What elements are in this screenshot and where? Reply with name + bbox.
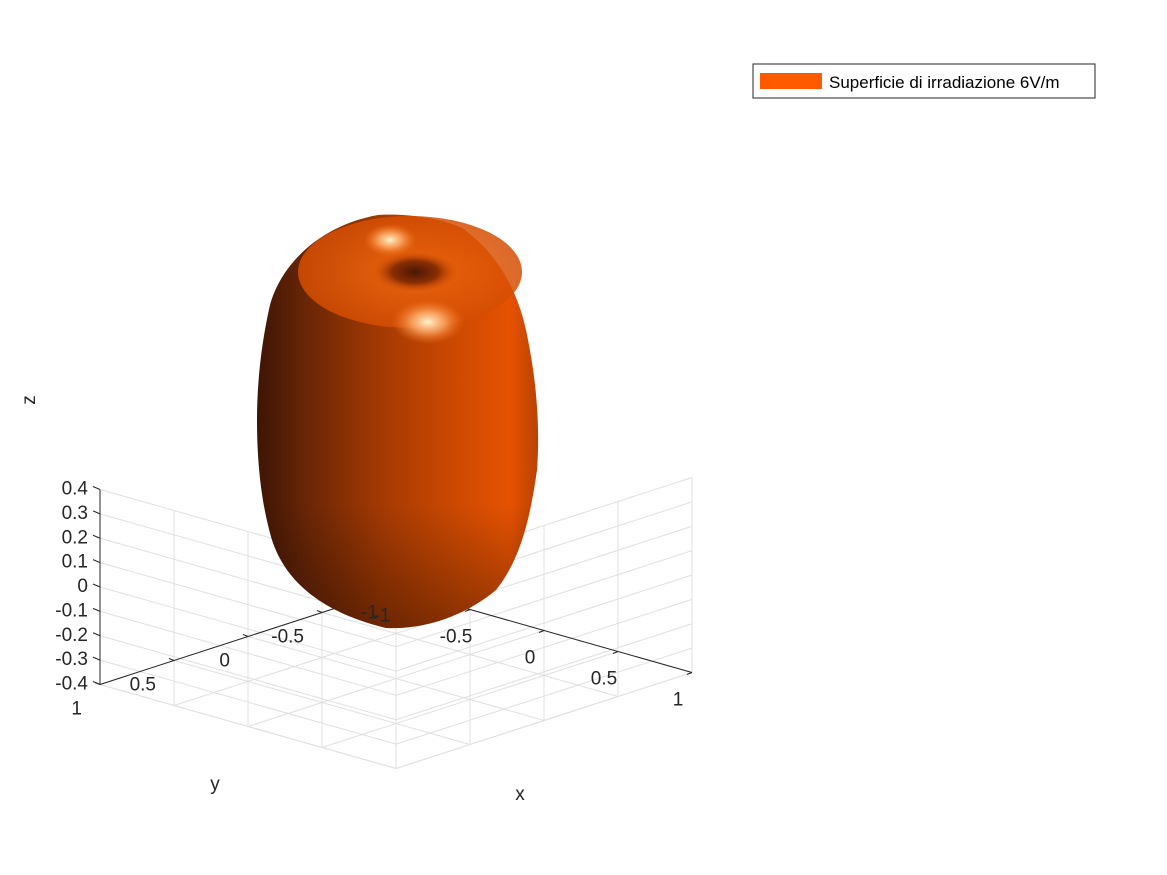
tick-labels: -1 -0.5 0 0.5 1 -1 -0.5 0 0.5 1 -0.4 -0.3 -0.2 -0.1 0 0… [55,479,683,720]
surface-highlight-lower [392,300,464,344]
x-tick-mark [464,609,471,612]
grid-line-y-floor [247,636,545,721]
grid-line-z-side [395,574,693,672]
y-tick-mark [242,634,249,637]
legend-swatch [760,73,822,89]
z-tick-mark [92,583,101,588]
y-axis-label: y [210,774,220,795]
z-tick-mark [92,681,101,685]
z-tick-label: -0.2 [55,625,88,646]
y-tick-mark [168,658,175,661]
z-tick-label: -0.4 [55,674,88,695]
y-tick-label: 0.5 [130,675,156,696]
grid-line-y-floor [173,660,471,745]
x-tick-label: 0.5 [591,669,617,690]
z-tick-mark [92,559,101,564]
grid-line-z-side [395,647,693,745]
grid-line-z-back [99,610,397,696]
surface-top-dimple [373,252,457,292]
grid-line-z-back [99,586,397,672]
x-axis-label: x [515,784,525,805]
z-tick-label: 0.4 [62,479,89,500]
legend[interactable]: Superficie di irradiazione 6V/m [752,63,1096,99]
z-tick-mark [92,486,101,490]
z-tick-label: 0 [77,576,88,597]
y-tick-label: 1 [71,699,82,720]
z-tick-label: 0.3 [62,503,88,524]
y-tick-mark [316,610,323,613]
y-tick-label: -0.5 [271,627,304,648]
z-tick-mark [92,607,101,612]
z-tick-mark [92,656,101,661]
x-tick-label: -1 [374,606,391,627]
z-tick-mark [92,510,101,515]
x-tick-label: -0.5 [440,627,473,648]
grid-line-z-side [395,598,693,696]
z-tick-mark [92,632,101,637]
grid-line-z-side [395,623,693,721]
z-tick-label: -0.1 [55,600,88,621]
grid-line-y-floor [99,684,397,769]
grid-line-y-floor [321,612,619,697]
z-tick-mark [92,534,101,539]
legend-entry-label: Superficie di irradiazione 6V/m [829,73,1060,92]
grid-line-z-back [99,562,397,648]
x-tick-mark [612,651,619,654]
x-tick-mark [538,630,545,633]
grid-line-z-side [395,550,693,648]
z-tick-label: 0.2 [62,527,88,548]
z-axis-label: z [19,395,40,405]
x-tick-label: 0 [525,648,536,669]
x-tick-mark [686,672,693,675]
x-tick-label: 1 [673,690,684,711]
grid-line-z-back [99,659,397,745]
irradiation-surface [257,214,539,629]
y-tick-label: -1 [361,603,378,624]
z-tick-label: -0.3 [55,649,88,670]
z-tick-label: 0.1 [62,552,88,573]
surface-highlight-upper [364,224,416,256]
y-tick-label: 0 [219,651,230,672]
grid-line-z-back [99,635,397,721]
